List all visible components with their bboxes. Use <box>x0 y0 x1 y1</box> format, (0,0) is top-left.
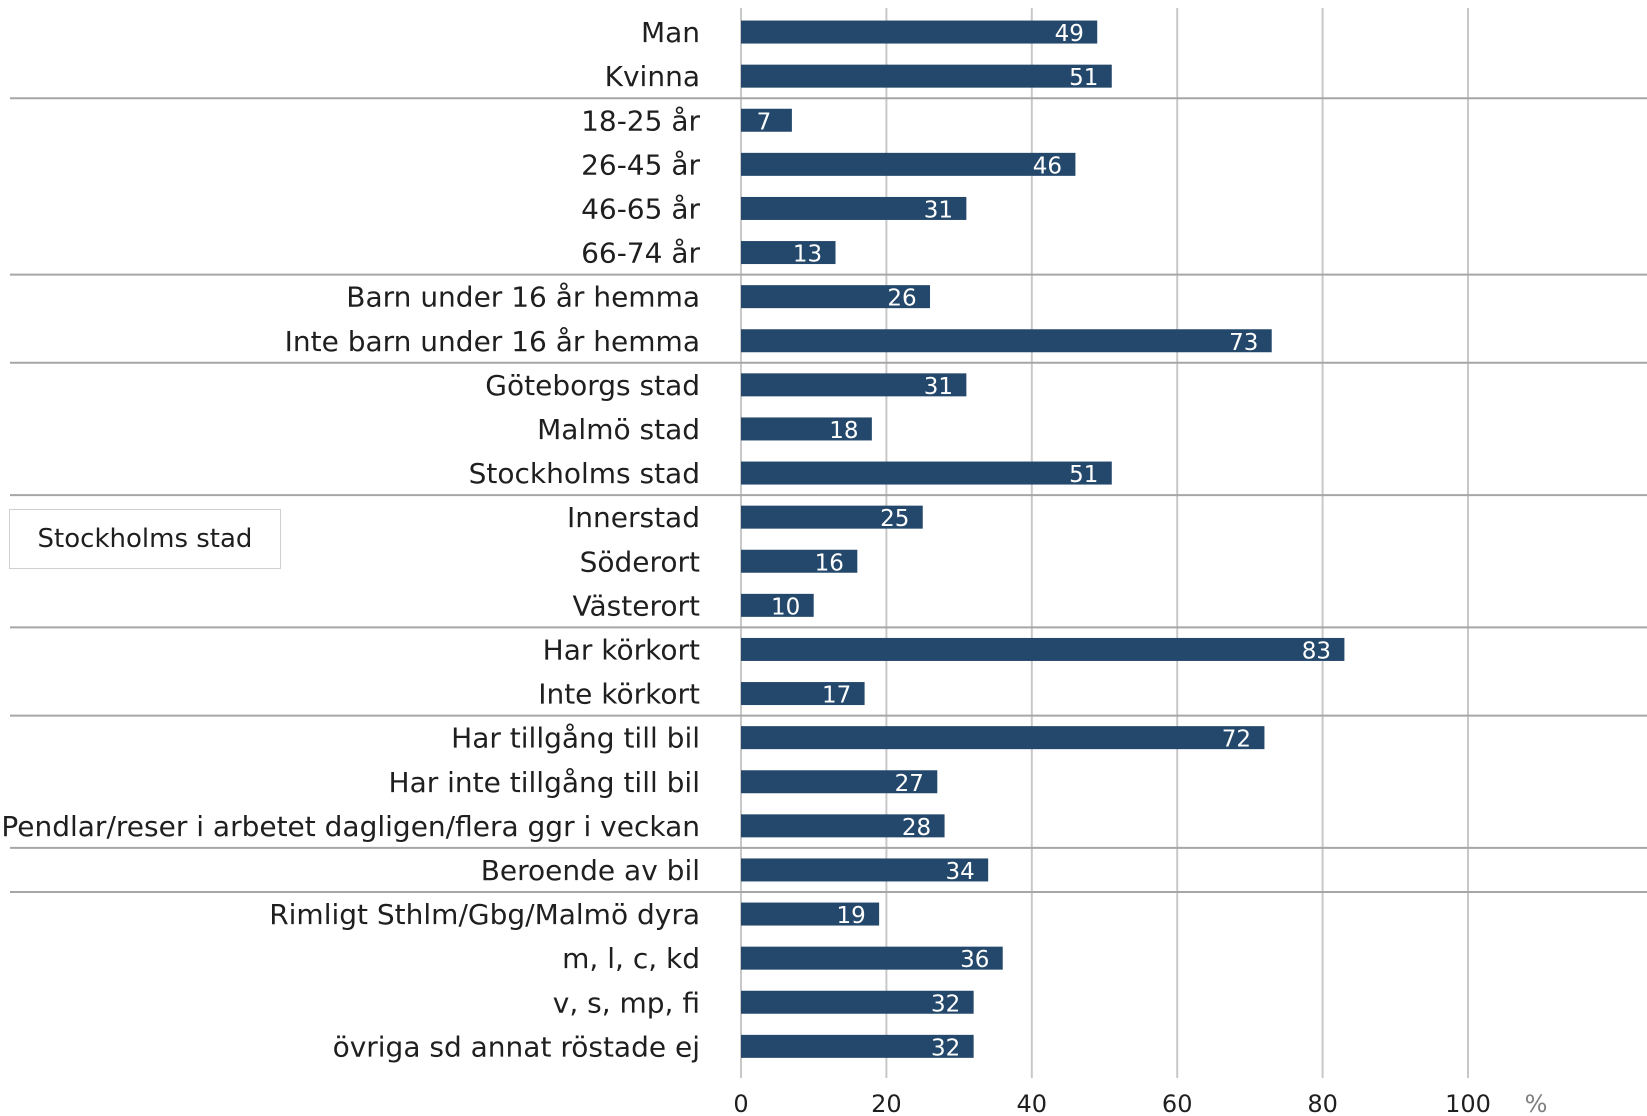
x-tick-label: 40 <box>1017 1090 1048 1116</box>
category-label: Har inte tillgång till bil <box>389 766 700 799</box>
data-labels: 49 51 7 46 31 13 26 73 31 18 51 25 16 10 83 17 72 27 28 34 1… <box>757 21 1331 1061</box>
bar <box>741 902 880 926</box>
bar <box>741 726 1265 750</box>
data-label: 72 <box>1222 727 1251 753</box>
category-label: Inte körkort <box>538 678 700 711</box>
data-label: 19 <box>836 903 865 929</box>
data-label: 51 <box>1069 462 1098 488</box>
x-tick-label: 20 <box>871 1090 902 1116</box>
category-label: Beroende av bil <box>481 854 700 887</box>
category-label: Kvinna <box>605 60 700 93</box>
bar <box>741 682 865 706</box>
data-label: 32 <box>931 1035 960 1061</box>
data-label: 36 <box>960 947 989 973</box>
data-label: 13 <box>793 242 822 268</box>
category-labels: Man Kvinna 18-25 år 26-45 år 46-65 år 66-74 å… <box>1 16 700 1063</box>
data-label: 17 <box>822 683 851 709</box>
bar <box>741 417 872 441</box>
bar <box>741 196 967 220</box>
data-label: 26 <box>887 286 916 312</box>
category-label: Malmö stad <box>537 413 700 446</box>
bar <box>741 858 989 882</box>
bar <box>741 637 1345 661</box>
x-tick-label: 100 <box>1445 1090 1491 1116</box>
category-label: m, l, c, kd <box>562 942 700 975</box>
data-label: 34 <box>946 859 975 885</box>
category-label: Stockholms stad <box>469 457 700 490</box>
bar <box>741 285 931 309</box>
data-label: 32 <box>931 991 960 1017</box>
category-label: Göteborgs stad <box>485 369 700 402</box>
bar <box>741 770 938 794</box>
data-label: 28 <box>902 815 931 841</box>
bar <box>741 108 792 132</box>
grid-lines <box>740 8 1469 1078</box>
bar <box>741 152 1076 176</box>
data-label: 7 <box>757 109 772 135</box>
data-label: 49 <box>1055 21 1084 47</box>
data-label: 10 <box>771 594 800 620</box>
data-label: 31 <box>924 197 953 223</box>
bar <box>741 990 974 1014</box>
bar <box>741 64 1112 88</box>
category-label: Inte barn under 16 år hemma <box>285 325 700 358</box>
bar <box>741 505 923 529</box>
data-label: 25 <box>880 506 909 532</box>
bar <box>741 1034 974 1058</box>
bar <box>741 593 814 617</box>
category-label: Man <box>641 16 700 49</box>
category-label: övriga sd annat röstade ej <box>333 1030 700 1063</box>
category-label: Har körkort <box>543 633 700 666</box>
annotation-label: Stockholms stad <box>37 524 253 554</box>
bar <box>741 20 1098 44</box>
category-label: 66-74 år <box>581 237 700 270</box>
x-unit-label: % <box>1525 1090 1548 1116</box>
x-tick-label: 60 <box>1162 1090 1193 1116</box>
group-separators <box>10 97 1647 893</box>
category-label: 46-65 år <box>581 192 700 225</box>
bar <box>741 549 858 573</box>
bar <box>741 329 1272 353</box>
category-label: Innerstad <box>567 501 700 534</box>
bar <box>741 373 967 397</box>
category-label: 26-45 år <box>581 148 700 181</box>
x-tick-label: 0 <box>733 1090 748 1116</box>
category-label: v, s, mp, fi <box>553 986 700 1019</box>
data-label: 31 <box>924 374 953 400</box>
bars <box>741 20 1345 1058</box>
data-label: 27 <box>895 771 924 797</box>
data-label: 83 <box>1302 638 1331 664</box>
category-label: Har tillgång till bil <box>451 722 700 755</box>
category-label: Barn under 16 år hemma <box>346 281 700 314</box>
annotation-box: Stockholms stad <box>9 509 281 569</box>
data-label: 16 <box>815 550 844 576</box>
data-label: 51 <box>1069 65 1098 91</box>
data-label: 73 <box>1229 330 1258 356</box>
x-tick-label: 80 <box>1307 1090 1338 1116</box>
x-axis: 0 20 40 60 80 100% <box>733 1090 1547 1116</box>
bar <box>741 814 945 838</box>
data-label: 46 <box>1033 153 1062 179</box>
category-label: Pendlar/reser i arbetet dagligen/flera g… <box>1 810 700 843</box>
bar <box>741 241 836 265</box>
category-label: Rimligt Sthlm/Gbg/Malmö dyra <box>269 898 700 931</box>
category-label: 18-25 år <box>581 104 700 137</box>
category-label: Söderort <box>580 545 700 578</box>
data-label: 18 <box>829 418 858 444</box>
bar <box>741 946 1003 970</box>
category-label: Västerort <box>573 589 700 622</box>
bar <box>741 461 1112 485</box>
